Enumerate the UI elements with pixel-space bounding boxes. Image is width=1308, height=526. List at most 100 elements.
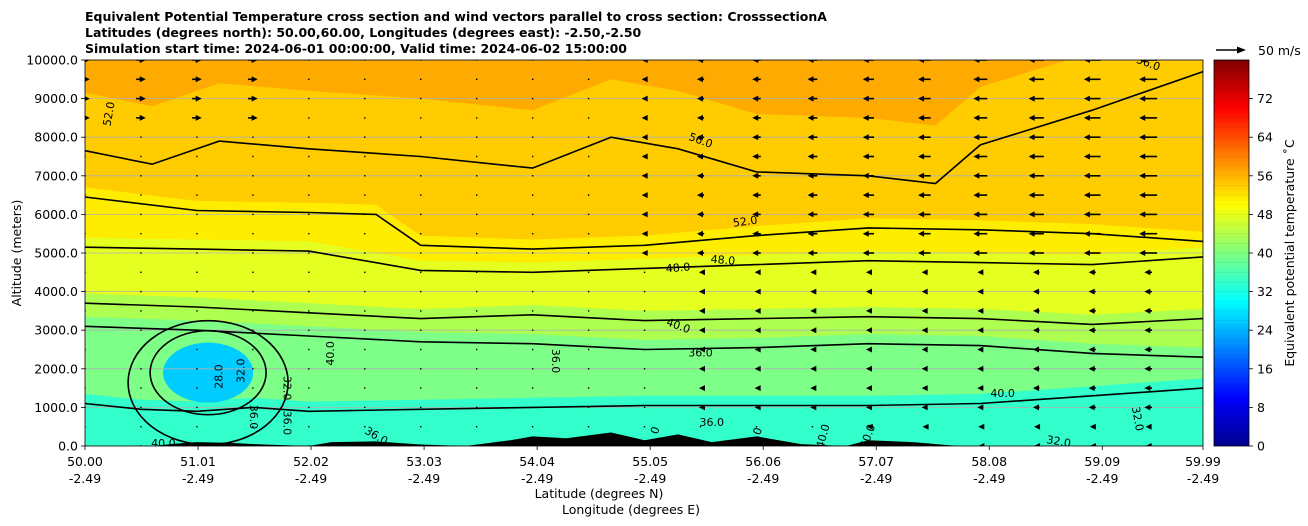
x-tick-label-lon: -2.49: [69, 471, 101, 486]
wind-arrow: [752, 250, 761, 256]
wind-arrow: [862, 211, 874, 218]
wind-arrow: [531, 271, 534, 273]
wind-arrow: [807, 114, 818, 121]
wind-arrow: [364, 136, 366, 138]
wind-arrow: [136, 76, 146, 83]
wind-arrow: [752, 230, 761, 237]
wind-arrow: [696, 134, 705, 141]
wind-arrow: [587, 310, 590, 312]
wind-arrow: [1083, 114, 1101, 121]
wind-arrow: [918, 250, 931, 256]
wind-arrow: [699, 426, 702, 428]
wind-arrow: [698, 269, 705, 276]
wind-arrow: [196, 252, 198, 254]
wind-arrow: [862, 95, 874, 102]
wind-arrow: [977, 327, 984, 334]
wind-arrow: [140, 175, 142, 177]
wind-arrow: [196, 310, 198, 312]
contour-line: [85, 196, 1203, 250]
wind-arrow: [643, 310, 646, 312]
wind-arrow: [364, 213, 366, 216]
wind-arrow: [865, 365, 872, 372]
chart-title-line-2: Latitudes (degrees north): 50.00,60.00, …: [85, 25, 642, 40]
wind-arrow: [531, 213, 534, 216]
wind-arrow: [475, 426, 478, 428]
x-tick-label-lon: -2.49: [182, 471, 214, 486]
wind-arrow: [308, 290, 310, 293]
wind-arrow: [1028, 192, 1044, 199]
wind-arrow: [140, 329, 142, 331]
wind-arrow: [364, 329, 366, 331]
wind-arrow: [977, 385, 984, 392]
wind-arrow: [420, 271, 422, 273]
wind-arrow: [862, 153, 874, 160]
wind-arrow: [587, 348, 590, 351]
wind-arrow: [587, 252, 590, 254]
y-tick-label: 1000.0: [34, 400, 78, 415]
wind-arrow: [643, 290, 646, 293]
wind-arrow: [752, 60, 761, 63]
wind-arrow: [364, 194, 366, 196]
wind-arrow: [475, 213, 478, 216]
wind-arrow: [196, 348, 198, 351]
wind-arrow: [587, 117, 590, 119]
wind-arrow: [475, 348, 478, 351]
contour-label: 52.0: [101, 101, 118, 127]
wind-arrow: [977, 365, 984, 372]
wind-arrow: [865, 288, 872, 295]
wind-arrow: [364, 271, 366, 273]
wind-arrow: [531, 233, 534, 235]
wind-arrow: [364, 117, 366, 119]
wind-arrow: [1088, 346, 1096, 353]
contour-label: 48.0: [710, 253, 736, 268]
wind-arrow: [922, 443, 929, 446]
wind-arrow: [252, 310, 254, 312]
wind-arrow: [754, 365, 761, 372]
quiver-key-arrow-head: [1237, 46, 1246, 54]
wind-arrow: [921, 307, 928, 314]
wind-arrow: [252, 233, 254, 235]
wind-arrow: [810, 365, 817, 372]
wind-arrow: [531, 329, 534, 331]
contour-line: [85, 246, 1203, 274]
contour-line: [85, 302, 1203, 326]
wind-arrow: [196, 233, 198, 235]
wind-arrow: [918, 60, 931, 63]
contour-label: 28.0: [212, 364, 225, 389]
wind-arrow: [1083, 211, 1101, 218]
wind-arrow: [1139, 172, 1158, 179]
wind-arrow: [754, 327, 761, 334]
wind-arrow: [977, 288, 984, 295]
wind-arrow: [248, 76, 258, 83]
wind-arrow: [973, 60, 988, 63]
wind-arrow: [252, 194, 254, 196]
wind-arrow: [1144, 327, 1153, 334]
wind-arrow: [587, 136, 590, 138]
wind-arrow: [1032, 288, 1040, 295]
wind-arrow: [308, 252, 310, 254]
x-tick-label-lon: -2.49: [295, 471, 327, 486]
wind-arrow: [587, 290, 590, 293]
wind-arrow: [862, 192, 874, 199]
wind-arrow: [308, 155, 310, 158]
wind-arrow: [922, 423, 929, 430]
colorbar: 0 8 16 24 32 40 48 56 64 72 Equivalent potential t…: [1213, 59, 1297, 454]
x-tick-label-lat: 57.07: [858, 454, 894, 469]
wind-arrow: [1083, 192, 1101, 199]
wind-arrow: [754, 404, 761, 411]
wind-arrow: [866, 423, 873, 430]
contour-label: 32.0: [1046, 433, 1072, 450]
wind-arrow: [641, 95, 648, 102]
wind-arrow: [973, 211, 988, 218]
wind-arrow: [364, 348, 366, 351]
wind-arrow: [918, 192, 931, 199]
wind-arrow: [698, 385, 705, 392]
x-axis-label: Latitude (degrees N): [535, 486, 664, 501]
wind-arrow: [862, 76, 874, 83]
wind-arrow: [420, 194, 422, 196]
wind-arrow: [973, 230, 988, 237]
x-tick-label-lat: 50.00: [67, 454, 103, 469]
wind-arrow: [420, 97, 422, 100]
wind-arrow: [1139, 192, 1158, 199]
wind-arrow: [865, 327, 872, 334]
